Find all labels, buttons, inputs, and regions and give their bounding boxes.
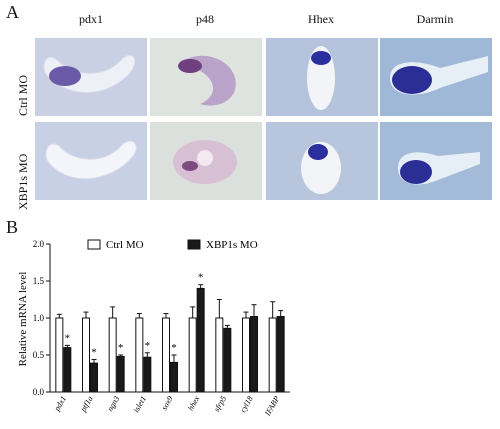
y-axis-label: Relative mRNA level: [17, 272, 29, 367]
bar-xbp1s: [116, 355, 125, 393]
y-tick-label: 0.5: [33, 350, 45, 360]
y-tick-label: 1.0: [33, 313, 45, 323]
row-label-xbp1s-mo: XBP1s MO: [16, 153, 30, 210]
bar-chart: 0.0 0.5 1.0 1.5 2.0 * pdx1 * ptf1a * ngn3 * islet1 * s…: [17, 239, 290, 418]
bar-ctrl: [162, 317, 170, 393]
embryo-ctrl-p48-drawing: [178, 55, 236, 106]
y-tick-label: 1.5: [33, 276, 45, 286]
bar-xbp1s: [90, 362, 98, 393]
col-label-p48: p48: [196, 12, 214, 26]
significance-mark: *: [171, 342, 177, 354]
significance-mark: *: [118, 342, 124, 354]
bar-xbp1s: [196, 287, 205, 393]
bar-xbp1s: [276, 316, 285, 393]
embryo-image-ctrl-p48: [150, 38, 262, 116]
significance-mark: *: [145, 340, 151, 352]
embryo-xbp1s-hhex-drawing: [301, 142, 341, 194]
panel-b-letter: B: [6, 217, 19, 237]
bar-ctrl: [242, 317, 250, 393]
x-tick-label: sox9: [160, 395, 175, 412]
embryo-image-xbp1s-darmin: [380, 122, 492, 200]
bar-xbp1s: [170, 361, 178, 393]
row-label-ctrl-mo: Ctrl MO: [16, 74, 30, 116]
bar-ctrl: [82, 317, 90, 393]
x-tick-label: pdx1: [52, 395, 68, 414]
embryo-image-ctrl-pdx1: [35, 38, 147, 116]
x-tick-label: ptf1a: [78, 395, 95, 415]
chart-plot-area: 0.0 0.5 1.0 1.5 2.0 * pdx1 * ptf1a * ngn3 * islet1 * s…: [33, 239, 290, 418]
x-tick-label: sfrp5: [212, 395, 228, 414]
embryo-image-ctrl-darmin: [380, 38, 492, 116]
bar-xbp1s: [250, 316, 258, 393]
significance-mark: *: [198, 272, 204, 284]
bar-ctrl: [188, 317, 197, 393]
y-tick-label: 2.0: [33, 239, 45, 249]
x-tick-label: cyl18: [238, 395, 254, 415]
x-tick-label: hhex: [186, 394, 202, 412]
embryo-image-xbp1s-hhex: [266, 122, 378, 200]
x-tick-label: islet1: [132, 395, 148, 415]
significance-mark: *: [65, 332, 71, 344]
embryo-xbp1s-pdx1-drawing: [45, 140, 137, 180]
bar-ctrl: [108, 317, 117, 393]
embryo-ctrl-pdx1-drawing: [43, 54, 136, 93]
bar-ctrl: [135, 317, 144, 393]
legend-swatch-xbp1s: [187, 239, 201, 250]
legend-label-xbp1s: XBP1s MO: [206, 239, 258, 251]
x-tick-label: IFABP: [263, 394, 282, 418]
bar-xbp1s: [223, 327, 232, 393]
col-label-pdx1: pdx1: [79, 12, 103, 26]
panel-a-letter: A: [6, 2, 19, 22]
bar-ctrl: [215, 317, 224, 393]
bar-xbp1s: [143, 356, 152, 393]
bar-xbp1s: [63, 347, 72, 393]
embryo-image-xbp1s-p48: [150, 122, 262, 200]
bar-ctrl: [55, 317, 64, 393]
legend-label-ctrl: Ctrl MO: [106, 239, 144, 251]
embryo-image-xbp1s-pdx1: [35, 122, 147, 200]
col-label-darmin: Darmin: [416, 12, 454, 26]
x-tick-label: ngn3: [106, 395, 122, 413]
y-tick-label: 0.0: [33, 387, 45, 397]
significance-mark: *: [91, 346, 97, 358]
legend-swatch-ctrl: [87, 239, 101, 250]
col-label-hhex: Hhex: [308, 12, 334, 26]
embryo-xbp1s-darmin-drawing: [398, 152, 480, 185]
embryo-ctrl-darmin-drawing: [390, 56, 488, 95]
embryo-image-ctrl-hhex: [266, 38, 378, 116]
bar-ctrl: [268, 317, 277, 393]
embryo-xbp1s-p48-drawing: [173, 140, 237, 184]
embryo-ctrl-hhex-drawing: [307, 46, 335, 110]
